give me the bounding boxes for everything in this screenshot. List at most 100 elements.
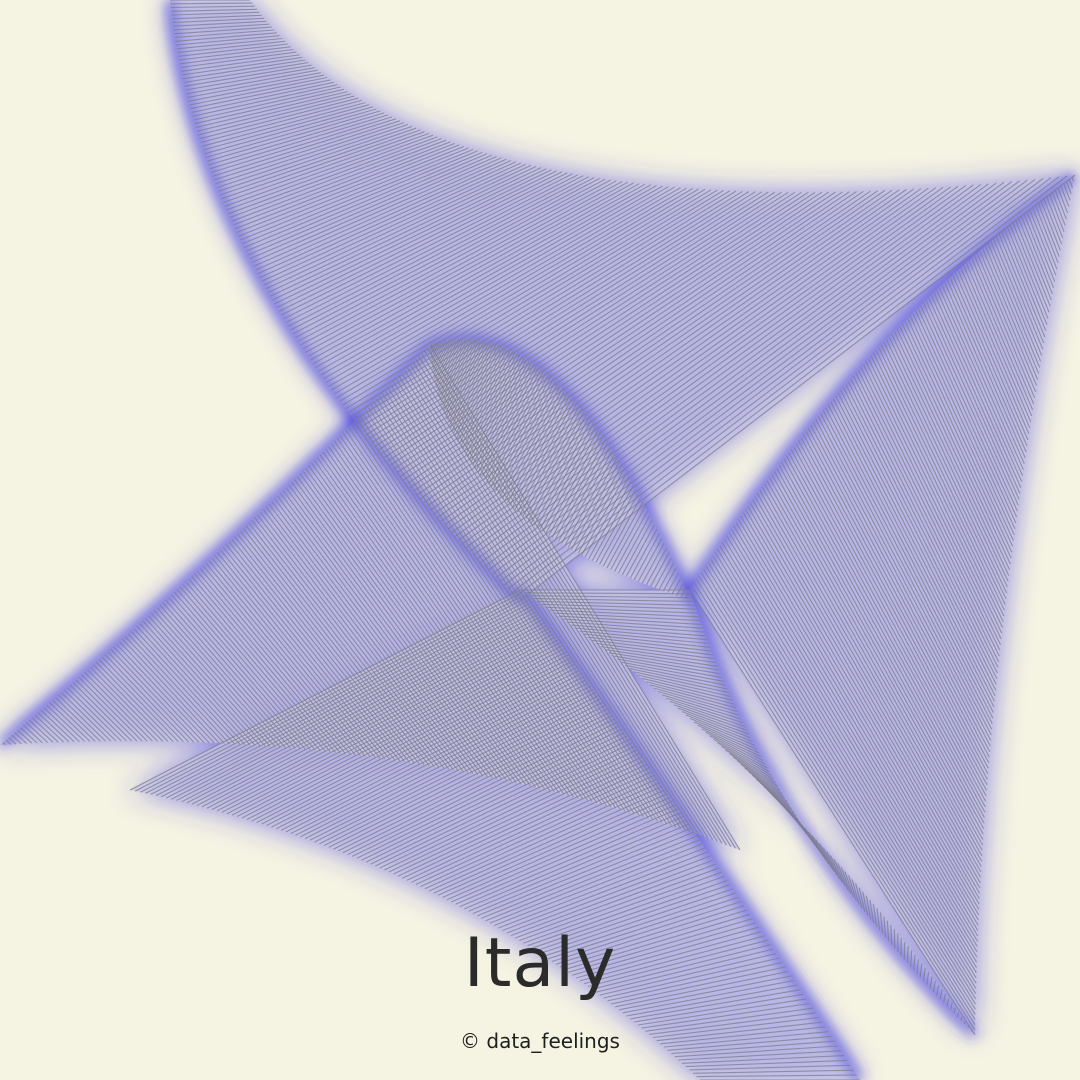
- strand-line: [393, 756, 643, 875]
- strand-line: [470, 359, 528, 463]
- strand-line: [174, 26, 272, 35]
- strand-line: [84, 671, 153, 742]
- strand-line: [486, 373, 547, 483]
- strand-line: [752, 499, 981, 894]
- strand-line: [602, 497, 641, 567]
- strand-line: [917, 307, 1017, 524]
- strand-line: [295, 685, 592, 836]
- strand-line: [216, 636, 556, 812]
- strand-line: [949, 1003, 953, 1011]
- strand-line: [450, 344, 497, 429]
- strand-line: [350, 423, 612, 808]
- page-title: Italy: [463, 924, 617, 1003]
- strand-line: [476, 827, 692, 917]
- strand-line: [150, 612, 271, 747]
- strand-line: [678, 1050, 841, 1061]
- strand-line: [539, 427, 596, 530]
- strand-line: [554, 443, 608, 540]
- strand-line: [205, 562, 366, 757]
- ribbon-bottom-strands: [129, 589, 860, 1080]
- strand-line: [370, 739, 630, 865]
- strand-line: [174, 29, 275, 39]
- ribbon-right-strands: [689, 176, 1075, 1036]
- strand-line: [992, 238, 1043, 356]
- strand-line: [665, 697, 744, 724]
- strand-line: [671, 578, 681, 595]
- strand-line: [894, 331, 1010, 576]
- strand-line: [710, 558, 977, 989]
- strand-line: [455, 808, 679, 905]
- strand-line: [617, 658, 723, 679]
- strand-line: [926, 972, 930, 985]
- strand-line: [860, 367, 1001, 651]
- strand-line: [490, 377, 551, 488]
- strand-line: [238, 145, 465, 237]
- strand-line: [213, 120, 400, 181]
- strand-line: [166, 608, 535, 799]
- strand-line: [657, 690, 740, 716]
- strand-line: [1051, 191, 1066, 226]
- strand-line: [458, 349, 511, 445]
- strand-line: [509, 395, 570, 506]
- strand-line: [650, 552, 670, 587]
- strand-line: [316, 457, 555, 793]
- strand-line: [507, 177, 1052, 590]
- strand-line: [171, 611, 537, 800]
- strand-line: [473, 183, 982, 556]
- strand-line: [442, 796, 671, 899]
- strand-line: [188, 74, 325, 102]
- strand-line: [359, 190, 743, 428]
- strand-line: [886, 339, 1008, 594]
- strand-line: [713, 738, 768, 769]
- strand-line: [842, 386, 997, 691]
- strand-line: [261, 663, 576, 825]
- strand-line: [423, 190, 879, 503]
- strand-line: [595, 948, 774, 993]
- strand-line: [649, 684, 736, 709]
- strand-line: [878, 347, 1005, 611]
- strand-line: [245, 151, 483, 252]
- strand-line: [299, 473, 527, 786]
- strand-line: [436, 338, 466, 392]
- strand-line: [350, 190, 724, 417]
- strand-line: [536, 424, 594, 528]
- strand-line: [261, 162, 522, 282]
- strand-line: [224, 132, 429, 207]
- strand-line: [634, 993, 804, 1023]
- strand-line: [450, 804, 676, 903]
- strand-line: [1048, 193, 1065, 232]
- strand-line: [275, 672, 583, 830]
- strand-line: [481, 831, 695, 919]
- strand-line: [938, 287, 1024, 476]
- strand-line: [1037, 202, 1060, 257]
- strand-line: [883, 916, 887, 938]
- strand-line: [630, 989, 801, 1020]
- strand-line: [611, 966, 786, 1005]
- strand-line: [442, 340, 481, 409]
- strand-line: [525, 412, 585, 519]
- strand-line: [896, 328, 1011, 571]
- strand-line: [444, 188, 922, 526]
- strand-line: [691, 586, 976, 1031]
- strand-line: [1009, 224, 1049, 319]
- strand-line: [873, 353, 1004, 623]
- strand-line: [714, 552, 977, 979]
- strand-line: [558, 615, 702, 625]
- strand-line: [735, 522, 979, 931]
- strand-line: [222, 546, 396, 761]
- strand-line: [527, 875, 725, 947]
- strand-line: [548, 436, 603, 536]
- strand-line: [331, 187, 681, 391]
- strand-line: [191, 576, 341, 754]
- strand-line: [254, 517, 450, 770]
- strand-line: [315, 183, 646, 368]
- strand-line: [515, 175, 1068, 597]
- strand-line: [342, 432, 598, 804]
- strand-line: [443, 340, 483, 412]
- strand-line: [384, 390, 668, 825]
- strand-line: [184, 64, 312, 87]
- strand-line: [430, 341, 440, 358]
- strand-line: [910, 950, 913, 967]
- strand-line: [295, 177, 600, 338]
